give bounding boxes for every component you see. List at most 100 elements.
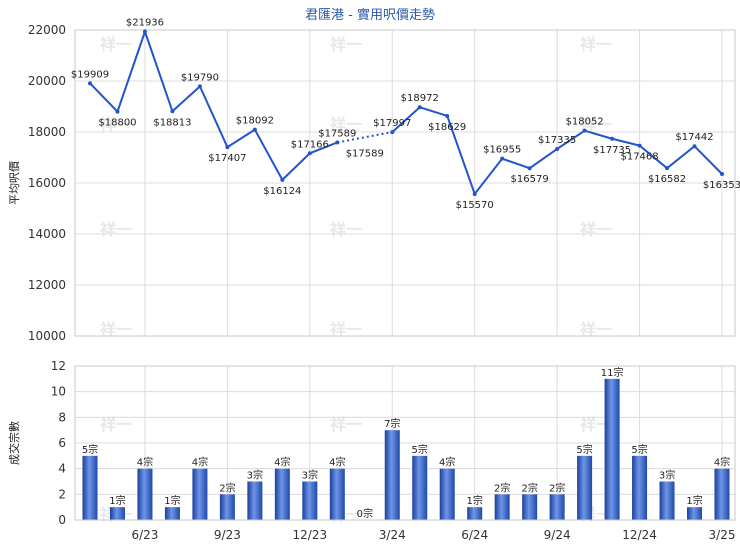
count-data-label: 4宗 [714, 456, 730, 469]
watermark-text: 祥一 [330, 35, 362, 54]
price-data-label: $21936 [126, 18, 164, 29]
price-y-ticks: 10000 12000 14000 16000 18000 20000 22000 [28, 23, 66, 343]
count-data-label: 11宗 [601, 366, 624, 379]
count-y-axis-label: 成交宗數 [7, 421, 21, 465]
price-data-label: $17468 [620, 152, 658, 163]
watermark-text: 祥一 [580, 115, 612, 134]
count-data-label: 1宗 [109, 494, 125, 507]
count-y-tick-label: 8 [58, 410, 66, 424]
price-point [142, 29, 147, 34]
chart-title: 君匯港 - 實用呎價走勢 [305, 7, 435, 23]
price-data-label: $16582 [648, 174, 686, 185]
x-tick-label: 9/23 [214, 528, 241, 542]
count-data-label: 1宗 [686, 494, 702, 507]
price-data-label: $16579 [511, 174, 549, 185]
price-point [720, 171, 724, 176]
price-line-segment [89, 28, 338, 182]
count-y-ticks: 0 2 4 6 8 10 12 [51, 359, 66, 527]
watermark-text: 祥一 [330, 115, 362, 134]
price-point [555, 146, 560, 151]
price-y-tick-label: 20000 [28, 74, 66, 88]
count-y-tick-label: 2 [58, 487, 66, 501]
price-series: $19909 $18800 $21936 $18813 $19790 $17407 $180… [71, 18, 740, 211]
count-bar [494, 494, 510, 520]
count-bar [522, 494, 538, 520]
count-data-label: 5宗 [82, 443, 98, 456]
count-data-label: 1宗 [467, 494, 483, 507]
price-data-label: $18092 [236, 116, 274, 127]
price-point [445, 113, 450, 118]
price-point [637, 143, 642, 148]
count-bar [412, 455, 428, 520]
price-data-label: $18813 [153, 117, 191, 128]
price-data-label: $18972 [401, 93, 439, 104]
count-data-label: 5宗 [631, 443, 647, 456]
price-line-bridge [337, 131, 393, 144]
price-y-tick-label: 14000 [28, 227, 66, 241]
count-data-label: 4宗 [137, 456, 153, 469]
price-plot-frame [74, 29, 736, 337]
count-plot-frame [74, 365, 736, 521]
count-bar [604, 378, 620, 520]
count-data-label: 3宗 [302, 469, 318, 482]
price-y-tick-label: 18000 [28, 125, 66, 139]
count-bar [274, 468, 290, 520]
price-data-label: $18800 [98, 118, 136, 129]
price-point [692, 144, 697, 149]
price-data-label: $18629 [428, 122, 466, 133]
count-data-label: 5宗 [412, 443, 428, 456]
price-grid [75, 29, 735, 337]
price-point [170, 109, 175, 114]
count-data-label: 4宗 [439, 456, 455, 469]
count-data-label: 2宗 [219, 481, 235, 494]
price-data-label: $19790 [181, 72, 219, 83]
price-data-label: $17166 [291, 139, 329, 150]
count-bar [109, 507, 125, 520]
count-bar [549, 494, 565, 520]
count-y-tick-label: 12 [51, 359, 66, 373]
price-point [335, 140, 340, 145]
x-axis-ticks: 6/23 9/23 12/23 3/24 6/24 9/24 12/24 3/25 [131, 528, 735, 542]
price-point [500, 156, 505, 161]
count-data-label: 4宗 [192, 456, 208, 469]
watermark-text: 祥一 [580, 220, 612, 239]
watermark-text: 祥一 [100, 220, 132, 239]
count-y-tick-label: 4 [58, 462, 66, 476]
watermark-text: 祥一 [330, 320, 362, 339]
x-tick-label: 3/24 [379, 528, 406, 542]
price-data-label: $17442 [675, 132, 713, 143]
price-point [390, 130, 395, 135]
count-bar [137, 468, 153, 520]
watermark-text: 祥一 [580, 35, 612, 54]
price-point [307, 151, 312, 156]
price-data-label: $17589 [318, 128, 356, 139]
x-tick-label: 12/24 [622, 528, 657, 542]
price-point [225, 145, 230, 150]
price-data-label: $15570 [456, 200, 494, 211]
price-y-tick-label: 10000 [28, 329, 66, 343]
count-y-tick-label: 6 [58, 436, 66, 450]
count-bar [302, 481, 318, 520]
count-bar [384, 430, 400, 520]
price-y-tick-label: 22000 [28, 23, 66, 37]
count-bar [687, 507, 703, 520]
count-bar [192, 468, 208, 520]
count-bar [714, 468, 730, 520]
count-bars: 5宗 1宗 4宗 1宗 4宗 2宗 3宗 4宗 3宗 4宗 0宗 7宗 5宗 4宗 1宗 2宗 2宗 2宗 5宗 11… [82, 366, 730, 520]
price-point [280, 177, 285, 182]
count-bar [329, 468, 345, 520]
watermark-text: 祥一 [100, 415, 132, 434]
x-tick-label: 6/24 [461, 528, 488, 542]
price-data-label: $17735 [593, 145, 631, 156]
price-data-label: $17335 [538, 135, 576, 146]
count-bar [632, 455, 648, 520]
price-point [665, 166, 670, 171]
x-tick-label: 6/23 [131, 528, 158, 542]
count-bar [82, 455, 98, 520]
count-bar [467, 507, 483, 520]
watermark-text: 祥一 [580, 415, 612, 434]
count-data-label: 3宗 [247, 469, 263, 482]
count-data-label: 2宗 [494, 481, 510, 494]
watermark-text: 祥一 [100, 320, 132, 339]
